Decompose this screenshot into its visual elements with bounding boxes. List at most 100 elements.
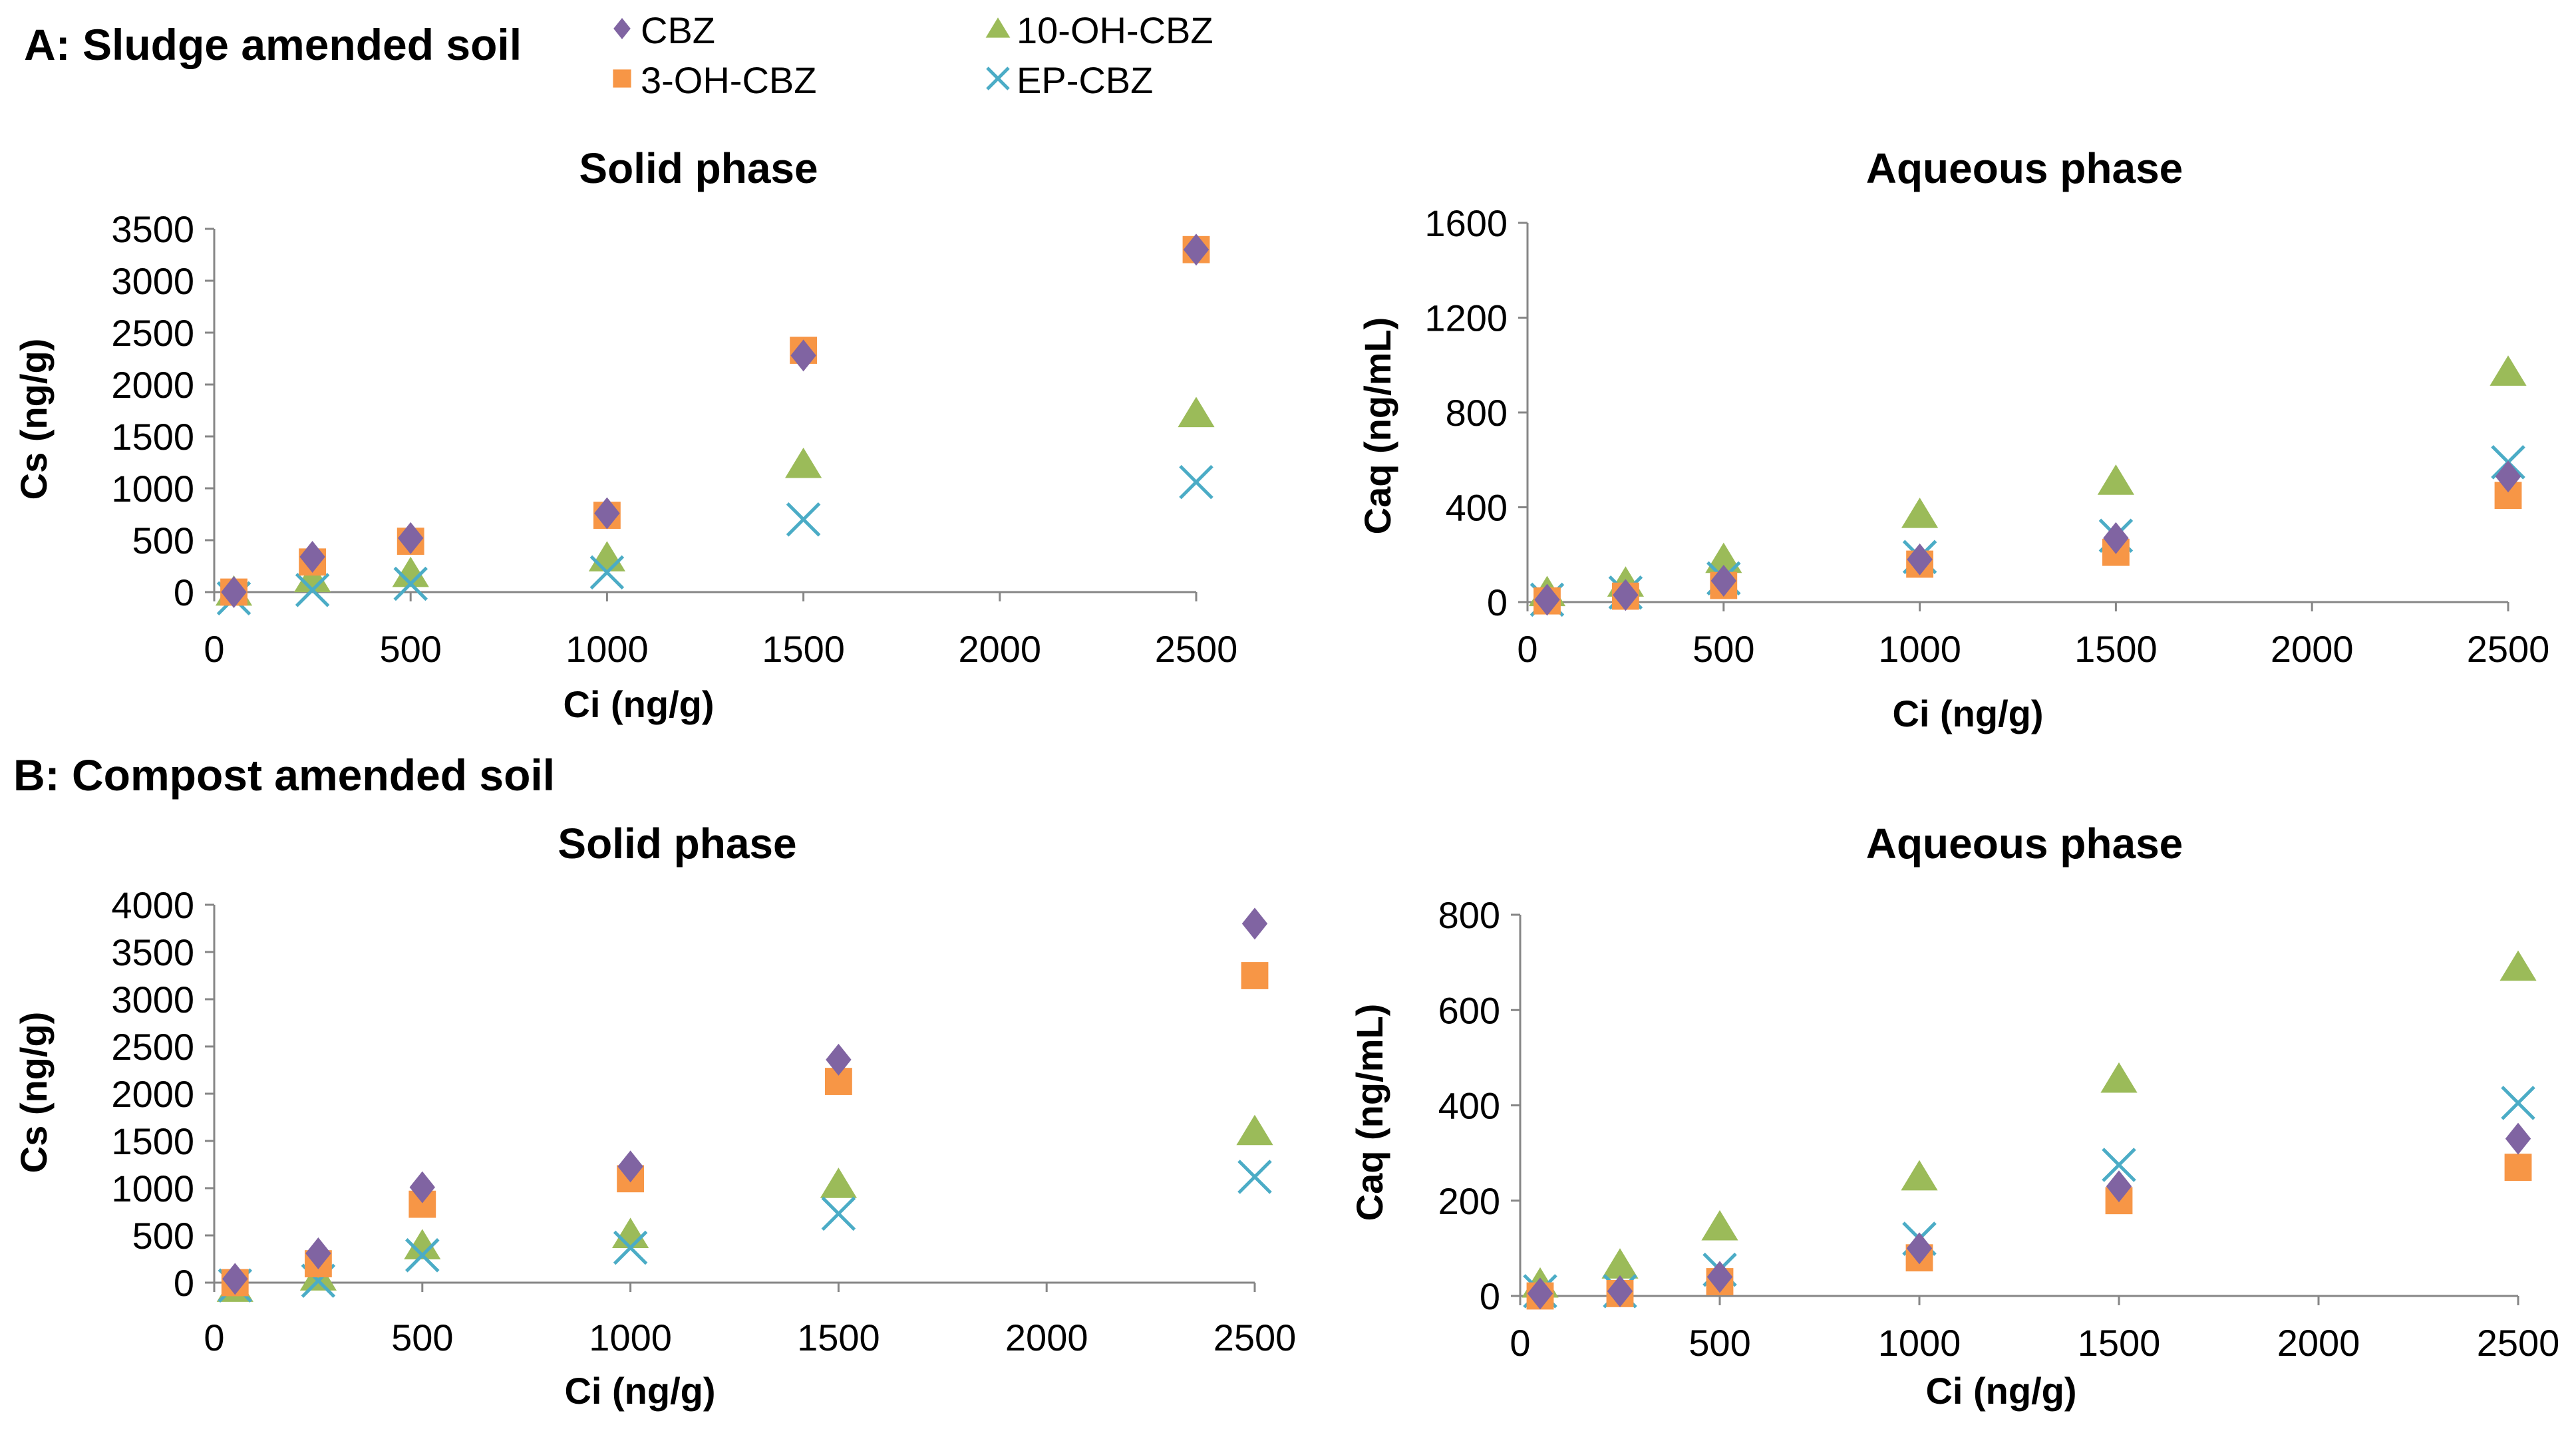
point-ep-cbz xyxy=(1237,1160,1272,1194)
point-cbz xyxy=(398,522,424,554)
y-tick-label: 1000 xyxy=(111,468,194,510)
chart-title: Solid phase xyxy=(579,144,818,192)
point-cbz xyxy=(1613,579,1639,611)
legend-item-10-oh-cbz: 10-OH-CBZ xyxy=(985,9,1213,51)
chart-title: Aqueous phase xyxy=(1866,820,2183,868)
y-axis-label: Caq (ng/mL) xyxy=(1349,1004,1390,1221)
y-tick-label: 400 xyxy=(1446,487,1508,529)
x-tick-label: 1500 xyxy=(2074,628,2158,670)
y-axis-label: Cs (ng/g) xyxy=(13,1012,55,1174)
series-10-oh-cbz xyxy=(216,1114,1273,1302)
x-axis-label: Ci (ng/g) xyxy=(564,1370,715,1412)
x-tick-label: 2500 xyxy=(1155,628,1238,670)
series-ep-cbz xyxy=(1530,445,2525,617)
y-tick-label: 800 xyxy=(1446,392,1508,434)
legend-label-ep-cbz: EP-CBZ xyxy=(1017,59,1153,101)
legend-item-cbz: CBZ xyxy=(613,9,715,51)
legend-label-10-oh-cbz: 10-OH-CBZ xyxy=(1017,9,1213,51)
point-cbz xyxy=(1710,564,1736,597)
x-axis-label: Ci (ng/g) xyxy=(1925,1370,2076,1412)
y-tick-label: 0 xyxy=(174,571,194,613)
x-tick-label: 0 xyxy=(204,1317,224,1358)
point-10-oh-cbz xyxy=(820,1168,857,1198)
x-axis-label: Ci (ng/g) xyxy=(1892,693,2043,734)
x-tick-label: 500 xyxy=(1692,628,1754,670)
y-tick-label: 0 xyxy=(1487,581,1508,623)
point-ep-cbz xyxy=(295,573,330,607)
panel-a-title: A: Sludge amended soil xyxy=(24,20,522,69)
x-tick-label: 0 xyxy=(1510,1322,1530,1364)
y-tick-label: 1500 xyxy=(111,416,194,458)
x-tick-label: 1500 xyxy=(797,1317,880,1358)
point-10-oh-cbz xyxy=(392,556,429,587)
point-cbz xyxy=(1534,583,1560,616)
y-tick-label: 3500 xyxy=(111,931,194,973)
y-tick-label: 2000 xyxy=(111,1073,194,1115)
series-cbz xyxy=(221,234,1209,608)
series-ep-cbz xyxy=(1523,1086,2535,1309)
point-ep-cbz xyxy=(821,1196,856,1231)
point-10-oh-cbz xyxy=(1601,1248,1639,1279)
point-cbz xyxy=(1183,234,1209,266)
x-tick-label: 2000 xyxy=(1005,1317,1088,1358)
point-10-oh-cbz xyxy=(1901,497,1939,528)
point-cbz xyxy=(790,339,816,372)
chart-b-solid: Solid phase 0 500 1000 1500 2000 2500 3000 3500 4… xyxy=(13,820,1296,1412)
point-ep-cbz xyxy=(589,555,625,590)
series-10-oh-cbz xyxy=(1528,355,2527,607)
point-10-oh-cbz xyxy=(785,447,822,478)
point-10-oh-cbz xyxy=(1178,397,1215,428)
series-10-oh-cbz xyxy=(1522,950,2537,1298)
x-tick-label: 2500 xyxy=(2467,628,2550,670)
series-3-oh-cbz xyxy=(221,962,1269,1297)
legend-label-3-oh-cbz: 3-OH-CBZ xyxy=(641,59,816,101)
y-tick-label: 600 xyxy=(1438,989,1500,1031)
panel-b-title: B: Compost amended soil xyxy=(13,750,555,800)
series-3-oh-cbz xyxy=(1526,1154,2532,1310)
x-tick-label: 2000 xyxy=(959,628,1042,670)
y-tick-label: 3500 xyxy=(111,208,194,250)
x-tick-label: 500 xyxy=(391,1317,453,1358)
y-tick-label: 500 xyxy=(132,520,194,561)
charts: Solid phase05001000150020002500300035000… xyxy=(13,144,2559,1412)
y-axis-label: Cs (ng/g) xyxy=(13,339,55,500)
series-3-oh-cbz xyxy=(220,236,1210,606)
y-tick-label: 200 xyxy=(1438,1180,1500,1222)
y-tick-label: 3000 xyxy=(111,260,194,302)
series-10-oh-cbz xyxy=(215,397,1215,606)
chart-title: Aqueous phase xyxy=(1866,144,2183,192)
y-tick-label: 1000 xyxy=(111,1168,194,1209)
point-10-oh-cbz xyxy=(294,561,331,593)
chart-a-solid: Solid phase 0 500 1000 1500 2000 2500 3000 3500 0… xyxy=(13,144,1237,725)
point-cbz xyxy=(1607,1275,1633,1307)
point-10-oh-cbz xyxy=(588,541,625,571)
point-cbz xyxy=(617,1150,643,1183)
point-cbz xyxy=(221,576,247,608)
point-cbz xyxy=(305,1237,331,1269)
chart-a-aqueous: Aqueous phase 0 400 800 1200 1600 0 500 1000 1500… xyxy=(1357,144,2549,734)
point-10-oh-cbz xyxy=(1236,1114,1273,1146)
point-10-oh-cbz xyxy=(404,1229,441,1260)
y-tick-label: 2000 xyxy=(111,364,194,406)
point-ep-cbz xyxy=(1179,464,1213,500)
y-tick-label: 2500 xyxy=(111,312,194,354)
x-tick-label: 2000 xyxy=(2271,628,2354,670)
point-cbz xyxy=(299,540,325,573)
point-3-oh-cbz xyxy=(2504,1154,2532,1182)
x-tick-label: 1000 xyxy=(1878,628,1961,670)
legend-marker-3-oh-cbz xyxy=(613,69,631,88)
x-tick-label: 2500 xyxy=(2477,1322,2560,1364)
y-tick-label: 500 xyxy=(132,1215,194,1257)
series-ep-cbz xyxy=(218,1160,1272,1303)
point-cbz xyxy=(1527,1277,1553,1310)
point-cbz xyxy=(1241,907,1268,940)
y-tick-label: 1200 xyxy=(1424,297,1508,339)
point-cbz xyxy=(1906,1232,1933,1265)
x-axis-label: Ci (ng/g) xyxy=(563,683,714,725)
x-tick-label: 1500 xyxy=(2078,1322,2161,1364)
y-tick-label: 400 xyxy=(1438,1085,1500,1127)
y-tick-label: 0 xyxy=(174,1262,194,1304)
point-cbz xyxy=(2495,460,2521,493)
x-tick-label: 1000 xyxy=(565,628,649,670)
y-tick-label: 1500 xyxy=(111,1120,194,1162)
